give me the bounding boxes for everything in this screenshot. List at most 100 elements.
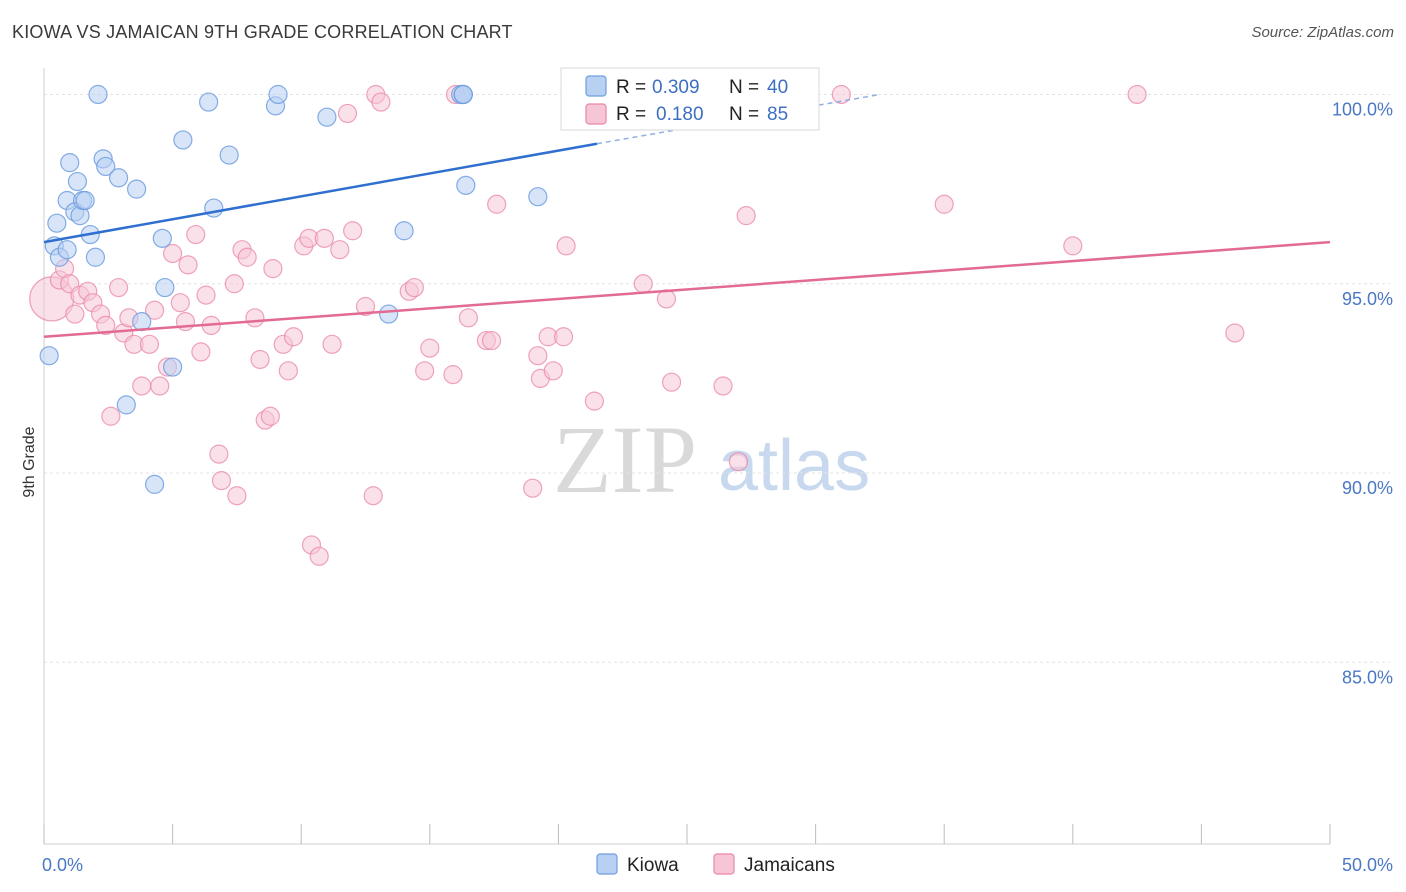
jamaicans-point <box>458 308 478 328</box>
jamaicans-point <box>556 236 576 256</box>
kiowa-point <box>199 92 219 112</box>
chart-title: KIOWA VS JAMAICAN 9TH GRADE CORRELATION … <box>12 22 513 42</box>
kiowa-point <box>379 304 399 324</box>
jamaicans-n-value: 85 <box>767 104 788 125</box>
jamaicans-point <box>170 293 190 313</box>
jamaicans-point <box>65 304 85 324</box>
y-tick-label: 95.0% <box>1342 289 1393 309</box>
y-tick-label: 100.0% <box>1332 99 1393 119</box>
trend-lines <box>43 93 1331 339</box>
x-tick-label: 0.0% <box>42 855 83 875</box>
x-tick-labels: 0.0% 50.0% <box>42 855 1393 875</box>
jamaicans-points <box>29 84 1245 566</box>
jamaicans-n-label: N = <box>729 104 759 125</box>
jamaicans-point <box>211 471 232 491</box>
jamaicans-point <box>728 452 749 472</box>
jamaicans-point <box>661 372 682 392</box>
jamaicans-point <box>101 406 121 426</box>
kiowa-point <box>317 107 337 127</box>
jamaicans-point <box>278 361 298 381</box>
kiowa-point <box>116 395 136 415</box>
jamaicans-point <box>245 308 265 328</box>
watermark: ZIP atlas <box>553 406 870 513</box>
jamaicans-r-label: R = <box>616 104 646 125</box>
jamaicans-point <box>528 346 548 366</box>
kiowa-series-swatch <box>596 853 618 875</box>
jamaicans-point <box>309 546 329 566</box>
jamaicans-point <box>322 334 342 354</box>
jamaicans-trend-line <box>43 240 1331 339</box>
jamaicans-point <box>831 84 851 105</box>
kiowa-point <box>39 346 59 366</box>
jamaicans-point <box>144 300 165 320</box>
y-axis-label: 9th Grade <box>21 426 38 497</box>
kiowa-n-label: N = <box>729 77 759 98</box>
kiowa-trend-line <box>43 142 598 244</box>
kiowa-r-label: R = <box>616 77 646 98</box>
jamaicans-point <box>1127 84 1147 105</box>
grid-lines <box>44 93 1390 663</box>
jamaicans-point <box>196 285 216 305</box>
jamaicans-legend-swatch <box>585 103 607 125</box>
jamaicans-point <box>443 365 463 385</box>
jamaicans-point <box>1225 323 1245 343</box>
jamaicans-point <box>150 376 170 396</box>
jamaicans-point <box>191 342 211 362</box>
kiowa-legend-swatch <box>585 75 607 97</box>
axes <box>43 68 1331 845</box>
kiowa-point <box>268 84 288 105</box>
jamaicans-point <box>487 194 507 214</box>
jamaicans-point <box>132 376 152 396</box>
jamaicans-point <box>553 327 574 347</box>
jamaicans-point <box>139 334 160 354</box>
jamaicans-series-swatch <box>713 853 735 875</box>
jamaicans-point <box>283 327 304 347</box>
jamaicans-point <box>934 194 954 214</box>
jamaicans-point <box>263 259 283 279</box>
jamaicans-point <box>163 243 183 264</box>
jamaicans-r-value: 0.180 <box>656 104 704 125</box>
jamaicans-point <box>736 206 756 226</box>
kiowa-point <box>453 84 473 105</box>
x-tick-label: 50.0% <box>1342 855 1393 875</box>
jamaicans-point <box>260 406 280 426</box>
kiowa-point <box>67 171 88 192</box>
kiowa-point <box>60 153 80 173</box>
kiowa-point <box>126 179 147 199</box>
kiowa-point <box>47 213 67 233</box>
jamaicans-point <box>415 361 435 381</box>
kiowa-n-value: 40 <box>767 77 788 98</box>
kiowa-points <box>39 84 548 494</box>
y-tick-label: 90.0% <box>1342 478 1393 498</box>
kiowa-point <box>152 228 172 248</box>
jamaicans-series-label: Jamaicans <box>744 855 835 876</box>
y-tick-labels: 100.0% 95.0% 90.0% 85.0% <box>1332 99 1393 687</box>
jamaicans-point <box>314 228 334 248</box>
kiowa-point <box>219 145 239 165</box>
kiowa-point <box>57 240 77 260</box>
jamaicans-point <box>404 277 424 298</box>
jamaicans-point <box>481 330 502 351</box>
kiowa-point <box>456 175 476 195</box>
jamaicans-point <box>227 486 247 506</box>
jamaicans-point <box>237 247 257 267</box>
kiowa-point <box>88 84 108 105</box>
jamaicans-point <box>186 224 206 245</box>
jamaicans-point <box>108 277 129 298</box>
kiowa-point <box>528 187 548 207</box>
jamaicans-point <box>713 376 733 396</box>
chart-source: Source: ZipAtlas.com <box>1251 24 1394 41</box>
jamaicans-point <box>209 444 229 464</box>
kiowa-point <box>163 357 183 377</box>
kiowa-point <box>204 198 224 218</box>
jamaicans-point <box>584 391 605 411</box>
y-tick-label: 85.0% <box>1342 667 1393 687</box>
jamaicans-point <box>371 92 391 112</box>
jamaicans-point <box>633 274 653 294</box>
jamaicans-point <box>250 349 270 370</box>
jamaicans-point <box>523 478 543 498</box>
jamaicans-point <box>420 338 440 358</box>
kiowa-point <box>85 247 106 267</box>
jamaicans-point <box>355 296 376 317</box>
